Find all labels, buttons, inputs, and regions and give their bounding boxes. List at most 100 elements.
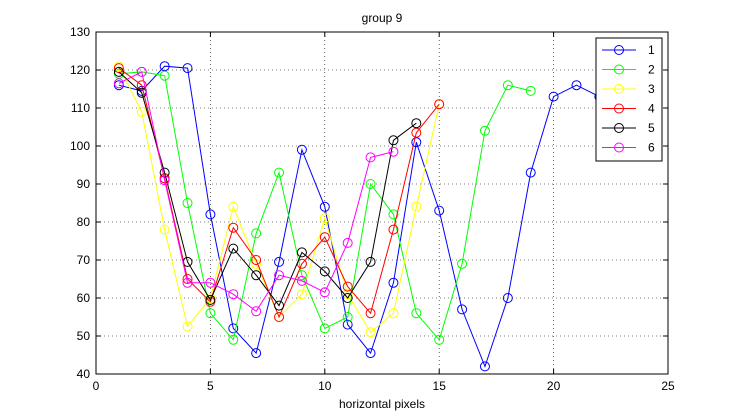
data-point <box>342 312 353 322</box>
legend-marker <box>614 45 624 55</box>
x-tick-label: 0 <box>93 379 100 393</box>
x-tick-label: 25 <box>661 379 675 393</box>
legend-entry: 6 <box>602 141 655 155</box>
data-point <box>274 300 285 311</box>
data-point <box>205 277 216 288</box>
legend-label: 2 <box>648 63 655 77</box>
legend-entry: 5 <box>602 121 655 135</box>
legend-entry: 1 <box>602 43 655 57</box>
data-point <box>113 63 124 74</box>
data-point <box>251 255 262 265</box>
data-point <box>182 321 193 332</box>
data-point <box>159 70 170 81</box>
data-point <box>411 118 422 129</box>
data-point <box>388 308 399 319</box>
y-tick-label: 50 <box>77 329 91 343</box>
data-point <box>205 209 216 220</box>
y-tick-label: 40 <box>77 367 91 381</box>
data-point <box>182 277 193 288</box>
legend-marker <box>614 84 624 94</box>
data-point <box>228 222 239 233</box>
data-point <box>251 228 262 239</box>
series-5 <box>113 66 422 311</box>
data-point <box>365 256 376 267</box>
data-point <box>274 312 285 322</box>
data-point <box>457 304 468 315</box>
legend: 1 2 3 4 5 6 <box>595 37 663 162</box>
data-point <box>251 306 262 317</box>
data-point <box>411 201 422 212</box>
data-point <box>228 289 239 300</box>
y-tick-label: 100 <box>70 139 90 153</box>
data-point <box>136 106 147 117</box>
data-point <box>113 66 124 77</box>
data-point <box>571 80 582 91</box>
data-point <box>457 258 468 269</box>
x-axis-label: horizontal pixels <box>339 397 425 411</box>
series-line <box>118 71 531 341</box>
legend-label: 5 <box>648 121 655 135</box>
data-point <box>159 224 170 235</box>
legend-box <box>595 37 663 162</box>
data-point <box>205 294 216 305</box>
legend-marker <box>614 64 624 75</box>
x-tick-label: 20 <box>547 379 561 393</box>
data-point <box>205 308 216 319</box>
y-tick-label: 80 <box>77 215 91 229</box>
data-point <box>548 91 559 102</box>
legend-label: 1 <box>648 43 655 57</box>
series-line <box>118 67 440 319</box>
data-point <box>296 275 307 286</box>
data-point <box>182 63 193 74</box>
legend-label: 4 <box>648 102 655 116</box>
series-4 <box>113 63 445 322</box>
series-layer <box>113 61 605 372</box>
data-point <box>319 266 330 277</box>
data-point <box>319 287 330 298</box>
x-tick-label: 5 <box>207 379 214 393</box>
data-point <box>251 348 262 359</box>
series-6 <box>113 66 399 317</box>
data-point <box>388 224 399 235</box>
x-tick-label: 10 <box>318 379 332 393</box>
data-point <box>228 201 239 212</box>
data-point <box>182 198 193 208</box>
data-point <box>319 323 330 334</box>
data-point <box>525 167 536 178</box>
data-point <box>136 80 147 91</box>
data-point <box>342 237 353 248</box>
data-point <box>365 327 376 338</box>
data-point <box>274 256 285 267</box>
data-point <box>434 205 445 216</box>
data-point <box>113 78 124 89</box>
data-point <box>159 167 170 178</box>
data-point <box>479 125 490 136</box>
legend-marker <box>614 142 624 153</box>
y-tick-label: 130 <box>70 25 90 39</box>
data-point <box>228 323 239 334</box>
grid-lines <box>96 32 668 374</box>
data-point <box>388 209 399 220</box>
series-line <box>118 71 417 307</box>
data-point <box>365 348 376 359</box>
legend-marker <box>614 123 624 133</box>
legend-label: 6 <box>648 141 655 155</box>
data-point <box>319 201 330 212</box>
data-point <box>296 289 307 300</box>
legend-entry: 3 <box>602 82 655 96</box>
legend-label: 3 <box>648 82 655 96</box>
x-tick-label: 15 <box>433 379 447 393</box>
series-line <box>118 71 394 313</box>
data-point <box>228 243 239 254</box>
data-point <box>365 152 376 163</box>
data-point <box>525 85 536 96</box>
plot-border <box>95 31 669 375</box>
data-point <box>319 232 330 243</box>
y-tick-label: 70 <box>77 253 91 267</box>
legend-entry: 2 <box>602 63 655 77</box>
data-point <box>228 334 239 345</box>
data-point <box>136 66 147 77</box>
data-point <box>365 179 376 189</box>
